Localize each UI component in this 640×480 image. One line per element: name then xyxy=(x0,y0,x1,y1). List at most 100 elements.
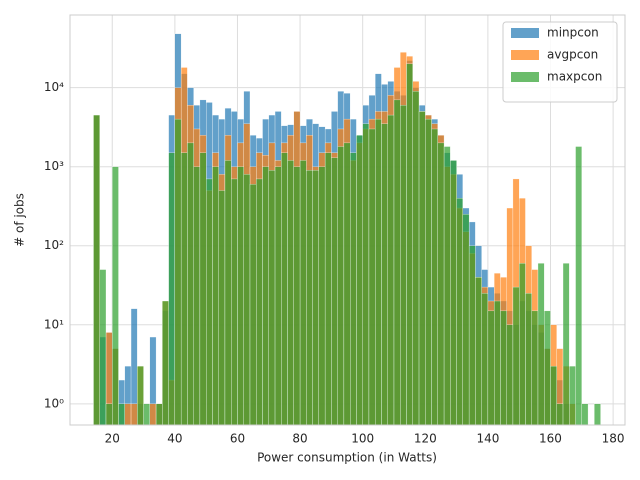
bar xyxy=(494,300,501,426)
bar xyxy=(512,286,520,426)
bar xyxy=(293,166,301,426)
x-tick-label: 120 xyxy=(414,432,437,446)
bar xyxy=(224,160,232,426)
bar xyxy=(268,170,276,426)
bar xyxy=(281,152,288,426)
bar xyxy=(468,245,476,426)
bar xyxy=(93,114,100,426)
bar xyxy=(481,293,489,426)
bar xyxy=(199,152,207,426)
bar xyxy=(418,111,426,426)
bar xyxy=(112,166,119,426)
bar xyxy=(437,142,445,426)
bar xyxy=(124,403,132,426)
bar xyxy=(256,178,263,426)
bar xyxy=(143,403,150,426)
bar xyxy=(556,403,564,426)
bar xyxy=(193,166,201,426)
plot-frame xyxy=(69,14,626,426)
bar xyxy=(412,91,420,426)
bar xyxy=(324,152,332,426)
bar xyxy=(368,128,376,426)
bar xyxy=(544,310,551,426)
bar xyxy=(393,99,401,426)
bar xyxy=(168,152,176,426)
legend-label: minpcon xyxy=(547,26,599,40)
x-tick-label: 180 xyxy=(602,432,625,446)
bar xyxy=(312,170,320,426)
bar xyxy=(187,142,194,426)
bar xyxy=(375,118,382,426)
bar xyxy=(425,118,432,426)
bar xyxy=(337,146,345,426)
x-axis-label: Power consumption (in Watts) xyxy=(257,451,437,465)
bar xyxy=(506,324,514,426)
bar xyxy=(350,152,357,426)
bar xyxy=(550,365,557,426)
bar xyxy=(531,310,539,426)
bar xyxy=(343,142,351,426)
bar xyxy=(575,146,582,426)
bar xyxy=(456,198,464,426)
bar xyxy=(525,293,532,426)
x-tick-label: 160 xyxy=(539,432,562,446)
bar xyxy=(249,184,257,426)
bar xyxy=(318,166,326,426)
bar xyxy=(206,178,213,426)
bar xyxy=(475,277,482,426)
bar xyxy=(387,114,395,426)
y-tick-label: 10² xyxy=(44,238,64,252)
bar xyxy=(462,214,470,426)
x-tick-label: 40 xyxy=(167,432,182,446)
bar xyxy=(105,403,113,426)
bar xyxy=(287,160,294,426)
bar xyxy=(306,170,313,426)
y-tick-label: 10¹ xyxy=(44,317,64,331)
bar xyxy=(406,63,413,426)
bar xyxy=(500,310,507,426)
bar xyxy=(400,105,407,426)
bar xyxy=(218,190,226,426)
bar xyxy=(231,178,238,426)
bar xyxy=(180,152,188,426)
bars xyxy=(93,33,601,426)
bar xyxy=(537,263,545,426)
x-tick-label: 20 xyxy=(105,432,120,446)
bar xyxy=(362,123,370,426)
bar xyxy=(356,135,363,426)
bar xyxy=(443,146,451,426)
x-tick-label: 140 xyxy=(476,432,499,446)
bar xyxy=(487,310,495,426)
bar xyxy=(130,403,138,426)
bar xyxy=(519,263,526,426)
x-tick-label: 60 xyxy=(230,432,245,446)
tick-labels: 20 40 60 80 100 120 140 160 180 10⁰ 10¹ 10² 10³ 10⁴ xyxy=(44,80,625,445)
bar xyxy=(450,160,457,426)
bar xyxy=(581,403,589,426)
y-axis-label: # of jobs xyxy=(13,193,27,247)
bar xyxy=(262,166,269,426)
legend-swatch xyxy=(511,50,539,60)
y-tick-label: 10⁴ xyxy=(44,80,64,94)
bar xyxy=(118,403,125,426)
legend-label: maxpcon xyxy=(547,70,602,84)
x-tick-label: 80 xyxy=(292,432,307,446)
y-tick-label: 10⁰ xyxy=(44,396,64,410)
bar xyxy=(149,403,157,426)
y-tick-label: 10³ xyxy=(44,159,64,173)
bar xyxy=(162,300,169,426)
bar xyxy=(243,174,251,426)
bar xyxy=(99,269,107,426)
bar xyxy=(212,166,219,426)
bar xyxy=(594,403,601,426)
bar xyxy=(569,365,576,426)
bar xyxy=(331,157,338,426)
legend: minpcon avgpcon maxpcon xyxy=(502,21,618,103)
bar xyxy=(155,403,163,426)
bar xyxy=(381,123,388,426)
legend-swatch xyxy=(511,28,539,38)
x-tick-label: 100 xyxy=(351,432,374,446)
bar xyxy=(299,160,307,426)
bar xyxy=(274,166,282,426)
